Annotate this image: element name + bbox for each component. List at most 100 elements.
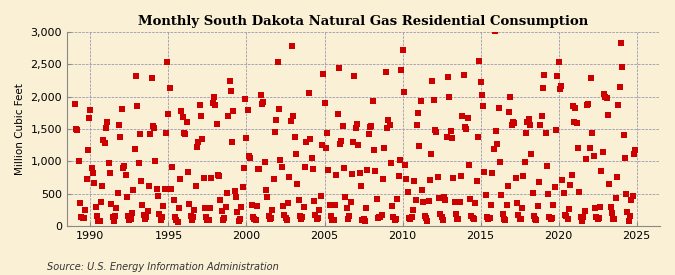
Point (499, 217, 510, 222)
Point (464, 163, 475, 167)
Point (339, 166, 350, 170)
Point (440, 197, 451, 202)
Point (396, 67, 406, 72)
Point (566, 173, 577, 177)
Point (613, 102, 624, 107)
Point (358, 216, 369, 221)
Point (431, 130, 441, 134)
Point (221, 191, 232, 196)
Point (524, 123, 535, 127)
Point (98, 138, 109, 142)
Point (171, 218, 182, 222)
Point (427, 79, 438, 84)
Point (154, 212, 165, 216)
Point (561, 214, 572, 218)
Point (356, 184, 367, 188)
Point (194, 103, 205, 107)
Point (436, 215, 447, 219)
Point (140, 216, 151, 221)
Point (92, 214, 103, 218)
Point (560, 213, 570, 218)
Point (359, 219, 370, 223)
Point (333, 66, 344, 70)
Point (596, 169, 607, 174)
Point (405, 217, 416, 221)
Point (102, 120, 113, 125)
Point (162, 60, 173, 64)
Point (279, 213, 290, 217)
Point (293, 198, 304, 202)
Point (517, 205, 528, 210)
Point (82, 148, 93, 152)
Point (443, 75, 454, 79)
Point (151, 187, 162, 192)
Point (227, 140, 238, 145)
Point (493, 106, 504, 111)
Point (537, 86, 548, 90)
Point (608, 216, 618, 221)
Point (103, 160, 114, 165)
Point (176, 109, 187, 114)
Point (603, 112, 614, 117)
Point (173, 206, 184, 210)
Point (112, 191, 123, 196)
Point (497, 212, 508, 217)
Point (200, 215, 211, 219)
Point (111, 205, 122, 210)
Point (591, 215, 601, 219)
Point (481, 192, 491, 197)
Point (155, 218, 166, 222)
Point (404, 215, 414, 220)
Point (621, 191, 632, 196)
Point (549, 184, 560, 189)
Point (520, 131, 531, 136)
Point (304, 91, 315, 95)
Point (206, 176, 217, 181)
Point (505, 94, 516, 99)
Point (197, 137, 208, 141)
Point (568, 104, 578, 108)
Point (435, 212, 446, 217)
Point (374, 214, 385, 219)
Point (273, 107, 284, 111)
Point (502, 184, 513, 188)
Point (586, 76, 597, 80)
Point (286, 119, 296, 123)
Point (454, 200, 465, 204)
Point (275, 158, 286, 163)
Point (422, 218, 433, 223)
Point (101, 126, 111, 131)
Point (141, 215, 152, 219)
Point (323, 167, 334, 172)
Point (324, 203, 335, 207)
Point (618, 133, 629, 137)
Point (571, 121, 582, 125)
Point (93, 219, 104, 223)
Point (210, 103, 221, 108)
Point (628, 152, 639, 156)
Point (425, 178, 435, 182)
Point (569, 120, 580, 124)
Point (601, 96, 612, 101)
Point (437, 218, 448, 222)
Point (186, 218, 197, 222)
Point (450, 212, 461, 216)
Point (548, 203, 559, 207)
Point (252, 204, 263, 208)
Point (522, 120, 533, 124)
Point (203, 218, 214, 222)
Point (179, 131, 190, 135)
Point (565, 182, 576, 187)
Point (485, 203, 496, 208)
Point (198, 176, 209, 180)
Point (245, 156, 256, 160)
Point (308, 199, 319, 203)
Point (444, 95, 455, 100)
Point (530, 217, 541, 222)
Point (110, 214, 121, 218)
Point (72, 128, 83, 132)
Point (416, 187, 427, 192)
Point (465, 197, 476, 201)
Point (491, 128, 502, 133)
Point (153, 194, 163, 199)
